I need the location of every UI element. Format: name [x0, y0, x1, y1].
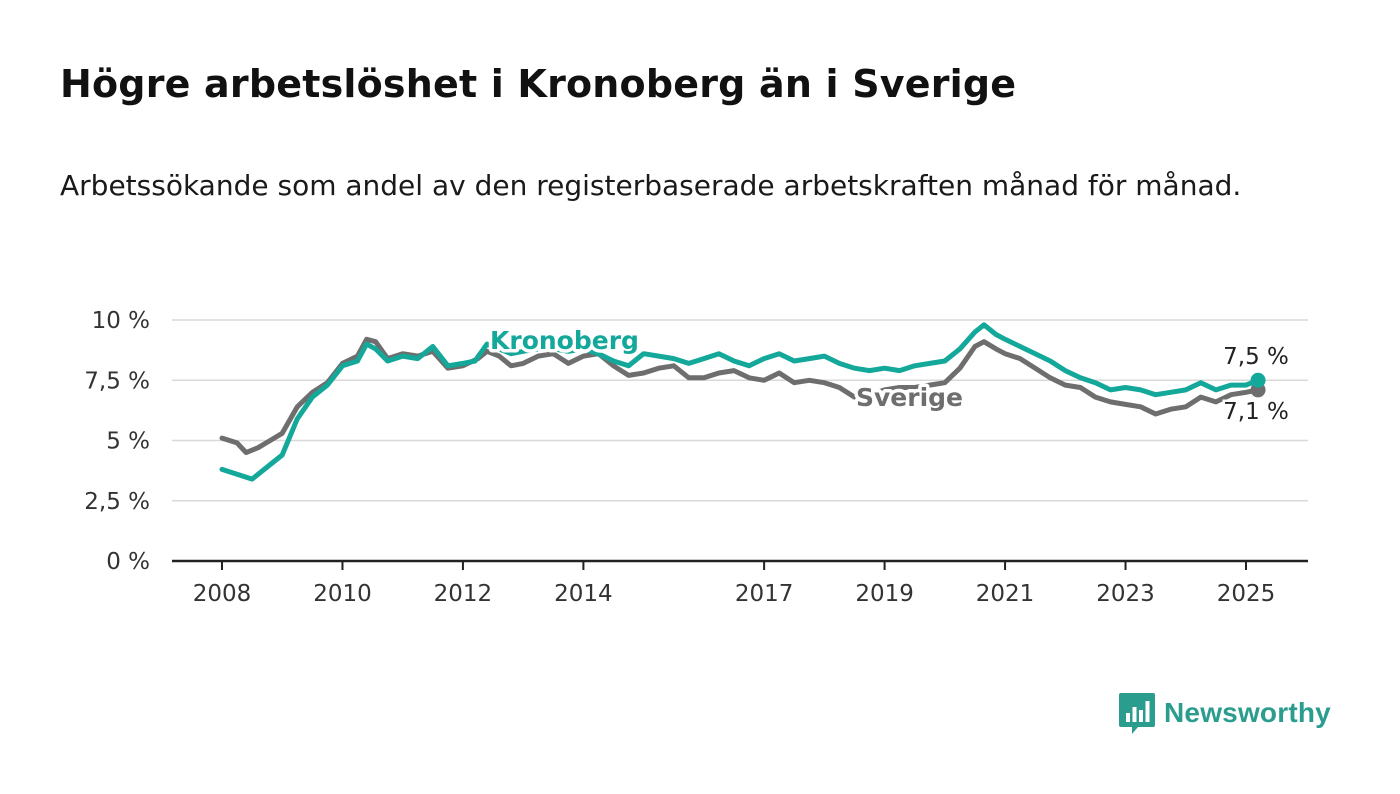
chart-subtitle: Arbetssökande som andel av den registerb…: [60, 169, 1242, 202]
newsworthy-logo[interactable]: Newsworthy: [1118, 690, 1331, 736]
x-tick-label: 2021: [976, 581, 1035, 607]
x-tick-label: 2014: [554, 581, 613, 607]
end-value-label-kronoberg: 7,5 %: [1223, 344, 1289, 370]
series-line-sverige: [219, 336, 1261, 456]
y-tick-label: 7,5 %: [84, 368, 150, 394]
y-axis-tick-labels: 0 % 2,5 % 5 % 7,5 % 10 %: [84, 308, 150, 575]
series-labels: Kronoberg Sverige 7,5 % 7,1 %: [487, 323, 1292, 428]
x-axis: 2008 2010 2012 2014 2017 2019 2021 2023 2025: [172, 559, 1308, 607]
x-tick-label: 2019: [855, 581, 914, 607]
series-lines: [219, 322, 1266, 482]
y-tick-label: 10 %: [92, 308, 150, 334]
x-tick-label: 2023: [1096, 581, 1155, 607]
series-line-kronoberg: [219, 322, 1261, 482]
y-tick-label: 2,5 %: [84, 489, 150, 515]
series-name-label-kronoberg: Kronoberg: [490, 326, 639, 355]
end-value-label-sverige: 7,1 %: [1223, 399, 1289, 425]
x-tick-label: 2017: [735, 581, 794, 607]
x-tick-label: 2008: [193, 581, 252, 607]
chart-title: Högre arbetslöshet i Kronoberg än i Sver…: [60, 62, 1017, 106]
y-tick-label: 0 %: [106, 549, 150, 575]
series-endpoint-kronoberg: [1250, 372, 1266, 388]
x-tick-label: 2012: [434, 581, 493, 607]
x-tick-label: 2025: [1217, 581, 1276, 607]
series-name-label-sverige: Sverige: [856, 383, 963, 412]
gridlines: [172, 319, 1308, 502]
x-tick-label: 2010: [313, 581, 372, 607]
y-tick-label: 5 %: [106, 429, 150, 455]
bar-chart-speech-bubble-icon: [1119, 693, 1155, 734]
brand-name: Newsworthy: [1164, 697, 1331, 728]
